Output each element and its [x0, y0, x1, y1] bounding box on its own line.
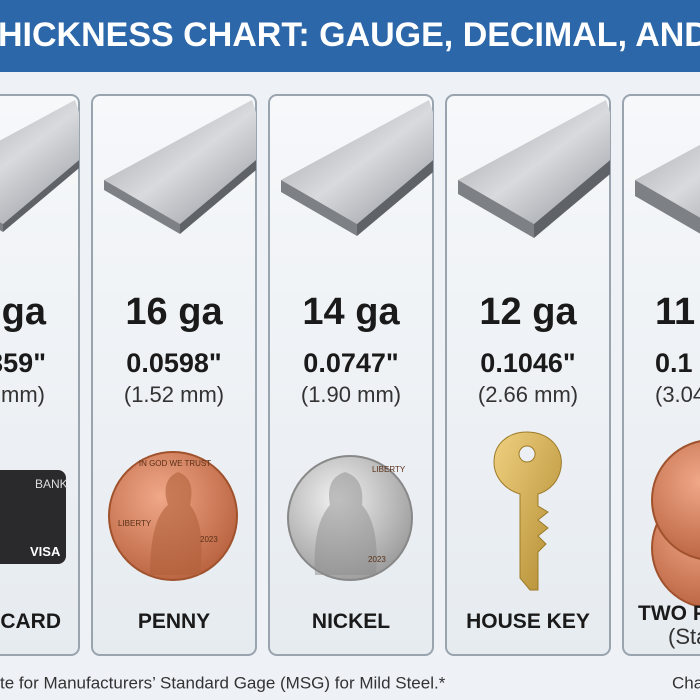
metric: mm) [1, 382, 45, 407]
metal-plate [281, 100, 433, 236]
credit-card [0, 470, 66, 564]
plate-front [281, 180, 357, 236]
metal-plate [635, 100, 700, 240]
gauge: 14 ga [302, 291, 400, 333]
plate-front [458, 180, 534, 238]
metric: (1.52 mm) [124, 382, 224, 407]
gauge: 12 ga [479, 291, 577, 333]
metric: (2.66 mm) [478, 382, 578, 407]
metal-plate [0, 100, 79, 232]
decimal: 0.1046" [480, 348, 575, 378]
plate-top [0, 100, 79, 224]
metal-plate [458, 100, 610, 238]
gauge: 11 [655, 291, 695, 333]
object-label: TWO P [638, 602, 700, 625]
decimal: 0.0598" [126, 348, 221, 378]
header-bar [0, 0, 700, 72]
lincoln-relief [150, 472, 202, 575]
object-label: T CARD [0, 610, 61, 633]
decimal: 0.1 [655, 348, 693, 378]
plate-side [3, 150, 79, 232]
plate-front [104, 180, 180, 234]
coin-year: 2023 [200, 535, 218, 544]
object-label: NICKEL [312, 610, 390, 633]
coin-motto: IN GOD WE TRUST [139, 459, 211, 468]
plate-top [635, 100, 700, 224]
header-title: HICKNESS CHART: GAUGE, DECIMAL, AND [0, 16, 700, 54]
card [445, 94, 611, 656]
card-brand: VISA [30, 544, 61, 559]
gauge: ga [2, 291, 47, 333]
metric: (3.04 [655, 382, 700, 407]
decimal: 359" [0, 348, 46, 378]
plate-side [534, 150, 610, 238]
coin-text: LIBERTY [372, 465, 406, 474]
plate-top [458, 100, 610, 224]
gauge: 16 ga [125, 291, 223, 333]
metric: (1.90 mm) [301, 382, 401, 407]
object-note: (Sta [668, 624, 700, 649]
metal-plate [104, 100, 256, 234]
coin-year: 2023 [368, 555, 386, 564]
coin-text: LIBERTY [118, 519, 152, 528]
jefferson-relief [314, 472, 377, 575]
plate-side [357, 150, 433, 236]
plate-front [635, 180, 700, 240]
plate-top [281, 100, 433, 224]
plate-side [180, 150, 256, 234]
object-label: PENNY [138, 610, 210, 633]
footer-right: Cha [672, 673, 700, 692]
decimal: 0.0747" [303, 348, 398, 378]
plate-top [104, 100, 256, 224]
card-bank: BANK [35, 477, 68, 491]
penny [651, 440, 700, 560]
footer-note: te for Manufacturers’ Standard Gage (MSG… [0, 673, 446, 692]
house-key [493, 431, 562, 591]
object-label: HOUSE KEY [466, 610, 590, 633]
